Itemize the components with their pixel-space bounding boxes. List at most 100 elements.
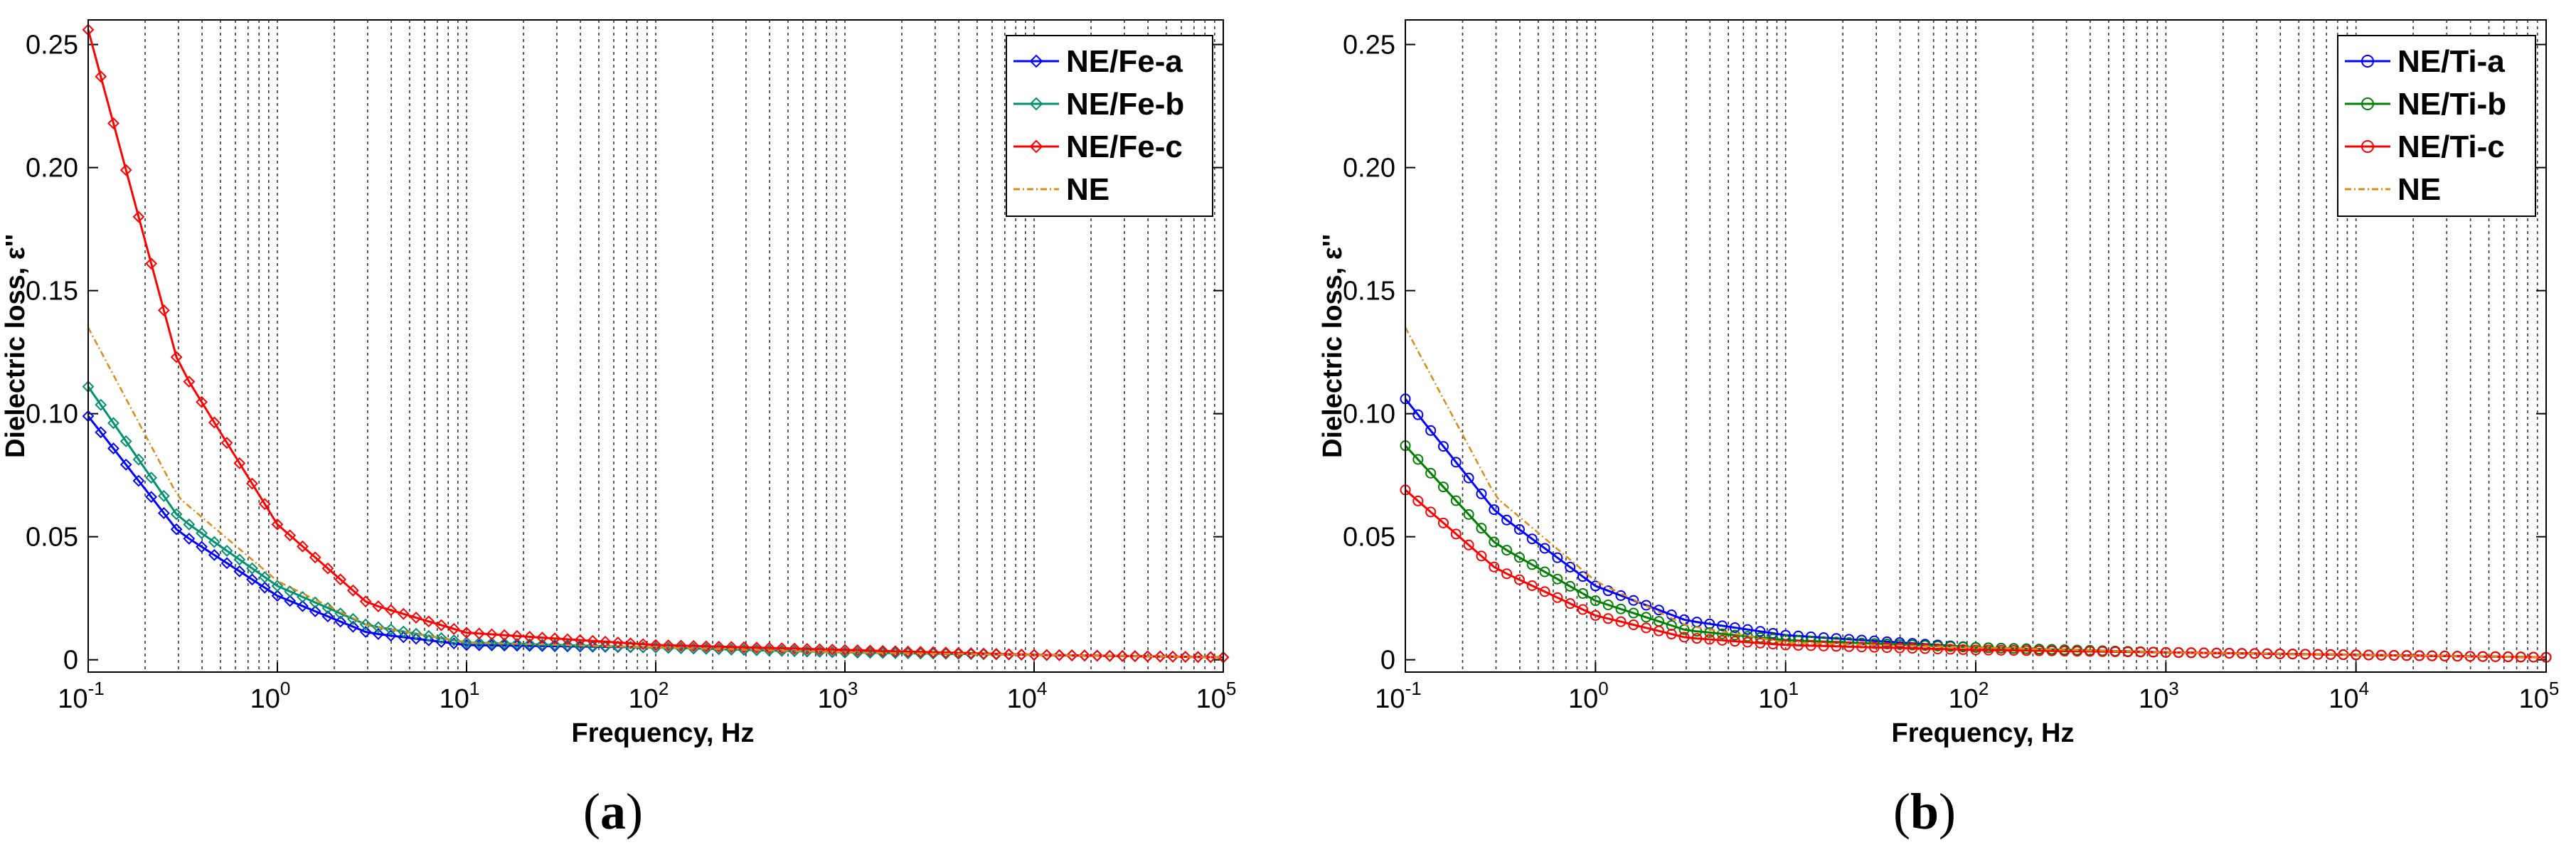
data-point <box>95 70 107 83</box>
data-point <box>1691 633 1703 644</box>
legend-label: NE <box>2397 172 2441 207</box>
x-tick-label: 103 <box>818 678 858 714</box>
data-point <box>258 581 271 594</box>
data-point <box>511 637 523 650</box>
x-tick-base: 10 <box>1196 684 1226 714</box>
data-point <box>422 634 435 646</box>
data-point <box>157 489 170 502</box>
data-point <box>1552 573 1563 585</box>
data-point <box>1116 649 1129 662</box>
data-point <box>473 627 486 640</box>
data-point <box>1192 651 1204 664</box>
data-point <box>548 632 561 645</box>
data-point <box>157 304 170 316</box>
y-tick-label: 0.20 <box>1343 154 1395 183</box>
panel-b: 10-1 100 101 102 103 104 10500.050.100.150.200… <box>1318 19 2559 748</box>
data-point <box>1615 616 1627 627</box>
data-point <box>372 628 385 640</box>
data-point <box>346 612 359 625</box>
data-point <box>1920 643 1931 654</box>
data-point <box>447 634 460 646</box>
data-point <box>2299 649 2311 660</box>
y-tick-label: 0.05 <box>1343 523 1395 553</box>
data-point <box>473 637 486 649</box>
data-point <box>687 639 700 652</box>
x-tick-exp: 2 <box>1979 678 1989 699</box>
data-point <box>385 629 398 642</box>
data-point <box>725 641 738 654</box>
data-point <box>1425 467 1437 479</box>
data-point <box>839 644 851 656</box>
data-point <box>183 376 196 388</box>
x-tick-base: 10 <box>2139 684 2168 714</box>
data-point <box>309 551 321 564</box>
data-point <box>447 622 460 635</box>
data-point <box>574 639 587 652</box>
data-point <box>498 637 511 650</box>
legend-marker <box>1029 54 1043 68</box>
x-tick-label: 10-1 <box>1375 678 1421 714</box>
axes-frame <box>87 19 1224 673</box>
data-point <box>220 437 233 449</box>
data-point <box>1450 528 1462 540</box>
x-tick-label: 104 <box>2328 678 2369 714</box>
data-point <box>1932 643 1944 654</box>
data-point <box>208 536 220 548</box>
x-tick-base: 10 <box>1568 684 1598 714</box>
x-tick-label: 104 <box>1007 678 1048 714</box>
data-point <box>284 529 297 542</box>
data-point <box>889 645 902 658</box>
data-point <box>1463 509 1474 520</box>
caption-a: (a) <box>583 783 643 840</box>
data-point <box>1513 523 1525 535</box>
x-tick-base: 10 <box>2328 684 2358 714</box>
data-point <box>977 647 990 660</box>
data-point <box>1717 634 1728 646</box>
data-point <box>460 637 473 649</box>
data-point <box>1437 441 1449 452</box>
data-point <box>940 646 952 659</box>
data-point <box>258 498 271 511</box>
legend-marker <box>2361 55 2374 68</box>
data-point <box>624 637 637 650</box>
x-tick-base: 10 <box>1375 684 1405 714</box>
data-point <box>649 639 662 651</box>
caption-b: (b) <box>1893 783 1956 840</box>
data-point <box>2503 651 2514 663</box>
data-point <box>561 639 574 651</box>
data-point <box>1729 622 1740 634</box>
data-point <box>675 639 687 652</box>
data-point <box>700 640 713 653</box>
data-point <box>2287 649 2299 660</box>
data-point <box>927 646 940 659</box>
data-point <box>1166 650 1179 663</box>
data-point <box>410 632 422 645</box>
data-point <box>460 627 473 639</box>
data-point <box>321 610 334 623</box>
data-point <box>220 545 233 557</box>
data-point <box>1755 637 1766 649</box>
data-point <box>422 629 435 642</box>
data-point <box>157 507 170 519</box>
data-point <box>2021 645 2032 656</box>
data-point <box>359 626 372 638</box>
data-point <box>763 642 776 654</box>
data-point <box>1065 649 1078 661</box>
data-point <box>1856 642 1868 653</box>
data-point <box>1983 644 1994 656</box>
series-line-NE <box>87 326 1224 659</box>
data-point <box>196 527 208 540</box>
data-point <box>246 562 258 575</box>
data-point <box>1539 586 1550 597</box>
data-point <box>536 638 548 651</box>
legend-label: NE/Fe-c <box>1066 129 1183 164</box>
data-point <box>233 457 246 469</box>
data-point <box>397 631 410 644</box>
data-point <box>2008 645 2019 656</box>
data-point <box>1602 613 1614 624</box>
data-point <box>1818 640 1829 651</box>
legend-marker <box>1029 97 1043 111</box>
data-point <box>1615 603 1627 614</box>
data-point <box>1552 592 1563 603</box>
data-point <box>145 257 158 270</box>
